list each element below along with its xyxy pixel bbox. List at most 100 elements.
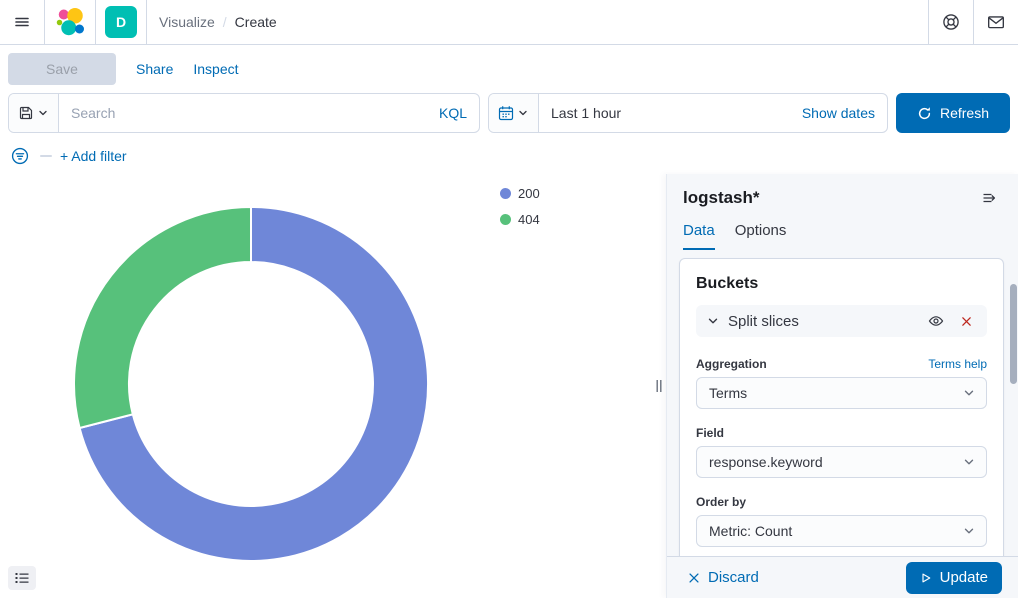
- donut-chart[interactable]: [0, 174, 652, 598]
- breadcrumb-create: Create: [234, 14, 277, 30]
- discard-x-icon: [687, 571, 701, 585]
- legend-label: 200: [518, 186, 540, 201]
- field-value: response.keyword: [709, 454, 823, 470]
- field-field-group: Field response.keyword: [696, 426, 987, 478]
- legend-swatch: [500, 188, 511, 199]
- panel-body: Buckets Split slices: [667, 250, 1018, 556]
- resize-handle-icon: [655, 379, 663, 393]
- order-by-field-group: Order by Metric: Count: [696, 495, 987, 547]
- editor-tabs: Data Options: [683, 222, 1002, 250]
- menu-icon: [14, 14, 30, 30]
- legend-item[interactable]: 200: [500, 186, 540, 201]
- order-by-select[interactable]: Metric: Count: [696, 515, 987, 547]
- toggle-visibility-button[interactable]: [925, 310, 947, 332]
- top-actions: Save Share Inspect: [0, 45, 1018, 93]
- add-filter-button[interactable]: + Add filter: [60, 147, 127, 164]
- donut-slice-404[interactable]: [73, 205, 252, 430]
- order-by-value: Metric: Count: [709, 523, 793, 539]
- vis-editor-panel: logstash* Data Options B: [666, 174, 1018, 598]
- breadcrumb-separator: /: [222, 14, 227, 30]
- index-pattern-title: logstash*: [683, 188, 760, 207]
- donut-slice-200[interactable]: [78, 205, 430, 562]
- remove-x-icon: [960, 315, 973, 328]
- split-slices-label: Split slices: [728, 312, 799, 330]
- list-legend-icon: [14, 570, 30, 586]
- discard-button[interactable]: Discard: [687, 569, 759, 586]
- save-disk-icon: [18, 105, 34, 121]
- chevron-down-icon: [37, 107, 49, 119]
- search-input[interactable]: [59, 94, 479, 132]
- panel-resize-handle[interactable]: [652, 174, 666, 598]
- play-icon: [920, 572, 932, 584]
- eye-icon: [928, 313, 944, 329]
- search-group: KQL: [8, 93, 480, 133]
- discard-label: Discard: [708, 569, 759, 586]
- elastic-logo-button[interactable]: [45, 0, 95, 44]
- kql-language-button[interactable]: KQL: [427, 94, 479, 132]
- field-label: Field: [696, 426, 725, 440]
- calendar-icon: [498, 105, 514, 121]
- chrome-left: D Visualize / Create: [0, 0, 277, 44]
- visualization-area: 200 404: [0, 174, 652, 598]
- inspect-button[interactable]: Inspect: [193, 61, 239, 77]
- chrome-right: [928, 0, 1018, 44]
- tab-data[interactable]: Data: [683, 222, 715, 250]
- terms-help-link[interactable]: Terms help: [928, 357, 987, 371]
- newsfeed-button[interactable]: [974, 0, 1018, 44]
- aggregation-select[interactable]: Terms: [696, 377, 987, 409]
- panel-header: logstash* Data Options: [667, 174, 1018, 250]
- chart-legend: 200 404: [500, 186, 540, 227]
- breadcrumb-visualize[interactable]: Visualize: [159, 14, 215, 30]
- main-content: 200 404: [0, 174, 1018, 598]
- time-picker: Last 1 hour Show dates: [488, 93, 888, 133]
- panel-scrollbar[interactable]: [1010, 284, 1017, 384]
- tab-options[interactable]: Options: [735, 222, 787, 250]
- breadcrumb: Visualize / Create: [159, 14, 277, 30]
- divider: [44, 0, 45, 44]
- remove-bucket-button[interactable]: [955, 310, 977, 332]
- legend-item[interactable]: 404: [500, 212, 540, 227]
- update-button[interactable]: Update: [905, 561, 1002, 594]
- chevron-down-icon: [706, 314, 720, 328]
- filter-circle-icon: [11, 147, 29, 165]
- divider: [973, 0, 974, 44]
- filter-options-button[interactable]: [8, 144, 32, 168]
- divider: [928, 0, 929, 44]
- collapse-panel-icon: [982, 190, 998, 206]
- chevron-down-icon: [962, 524, 976, 538]
- panel-footer: Discard Update: [667, 556, 1018, 598]
- time-range-value[interactable]: Last 1 hour: [539, 94, 790, 132]
- buckets-heading: Buckets: [696, 275, 759, 292]
- filter-bar: + Add filter: [0, 137, 1018, 174]
- collapse-panel-button[interactable]: [978, 186, 1002, 210]
- save-button: Save: [8, 53, 116, 85]
- help-icon: [942, 13, 960, 31]
- divider: [95, 0, 96, 44]
- filter-bar-divider: [40, 154, 52, 157]
- mail-icon: [987, 13, 1005, 31]
- chrome-header: D Visualize / Create: [0, 0, 1018, 45]
- show-dates-button[interactable]: Show dates: [790, 94, 887, 132]
- legend-toggle-button[interactable]: [8, 566, 36, 590]
- chevron-down-icon: [962, 386, 976, 400]
- split-slices-accordion[interactable]: Split slices: [696, 305, 987, 337]
- help-button[interactable]: [929, 0, 973, 44]
- space-avatar[interactable]: D: [105, 6, 137, 38]
- buckets-card: Buckets Split slices: [679, 258, 1004, 556]
- calendar-button[interactable]: [489, 94, 539, 132]
- legend-label: 404: [518, 212, 540, 227]
- chevron-down-icon: [962, 455, 976, 469]
- query-bar: KQL Last 1 hour Show dates: [0, 93, 1018, 137]
- aggregation-label: Aggregation: [696, 357, 767, 371]
- aggregation-field-group: Aggregation Terms help Terms: [696, 357, 987, 409]
- field-select[interactable]: response.keyword: [696, 446, 987, 478]
- menu-button[interactable]: [0, 0, 44, 44]
- saved-query-button[interactable]: [9, 94, 59, 132]
- share-button[interactable]: Share: [136, 61, 174, 77]
- refresh-icon: [917, 106, 932, 121]
- legend-swatch: [500, 214, 511, 225]
- order-by-label: Order by: [696, 495, 747, 509]
- refresh-button[interactable]: Refresh: [896, 93, 1010, 133]
- elastic-logo: [55, 7, 85, 37]
